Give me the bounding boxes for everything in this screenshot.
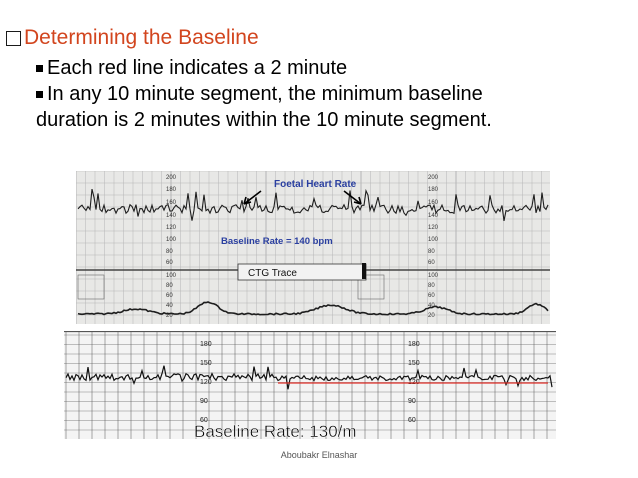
toco-scale-label: 100 [166, 273, 177, 279]
fhr-scale-right: 200 180 160 140 120 100 80 60 [428, 175, 439, 266]
toco-trace-line [77, 301, 549, 316]
fhr-scale-left: 200 180 160 140 120 100 80 60 [166, 175, 177, 266]
bullet-text-1: Each red line indicates a 2 minute [47, 57, 348, 79]
ctg-trace-image-top: 200 180 160 140 120 100 80 60 200 180 16… [76, 171, 550, 324]
bottom-scale-label: 90 [408, 398, 416, 405]
fhr-scale-label: 200 [428, 175, 439, 181]
bottom-scale-label: 180 [200, 341, 212, 348]
bottom-scale-label: 60 [408, 417, 416, 424]
slide-heading: Determining the Baseline [6, 26, 259, 50]
arrow-right-icon [343, 190, 362, 205]
bottom-scale-label: 60 [200, 417, 208, 424]
marker-bar [362, 263, 366, 279]
toco-scale-label: 60 [166, 293, 173, 299]
fhr-label: Foetal Heart Rate [274, 179, 357, 190]
fhr-scale-label: 80 [428, 249, 435, 255]
fhr-scale-label: 60 [166, 260, 173, 266]
toco-scale-right: 100 80 60 40 20 [428, 273, 439, 319]
bottom-scale-label: 150 [200, 360, 212, 367]
toco-scale-label: 80 [166, 283, 173, 289]
fhr-scale-label: 200 [166, 175, 177, 181]
toco-scale-label: 60 [428, 293, 435, 299]
toco-scale-label: 80 [428, 283, 435, 289]
bottom-scale-left: 180 150 120 90 60 [200, 341, 212, 424]
bullet-item-1: Each red line indicates a 2 minute [36, 56, 347, 80]
bullet-text-2-continued: duration is 2 minutes within the 10 minu… [36, 109, 492, 131]
bottom-scale-label: 180 [408, 341, 420, 348]
bullet-text-2: In any 10 minute segment, the minimum ba… [47, 83, 483, 105]
fhr-scale-label: 80 [166, 249, 173, 255]
square-bullet-icon [36, 65, 43, 72]
toco-scale-label: 20 [166, 313, 173, 319]
fhr-scale-label: 120 [428, 225, 439, 231]
square-bullet-icon [36, 91, 43, 98]
fhr-scale-label: 160 [166, 200, 177, 206]
slide-title: Determining the Baseline [24, 26, 259, 49]
toco-scale-label: 40 [166, 303, 173, 309]
toco-scale-label: 100 [428, 273, 439, 279]
ctg-trace-label: CTG Trace [248, 268, 297, 279]
fhr-scale-label: 100 [166, 237, 177, 243]
fhr-scale-label: 100 [428, 237, 439, 243]
fhr-scale-label: 180 [428, 187, 439, 193]
fhr-scale-label: 180 [166, 187, 177, 193]
bottom-scale-label: 120 [200, 379, 212, 386]
ctg-bottom-grid [64, 331, 556, 439]
fhr-scale-label: 60 [428, 260, 435, 266]
printed-legend-box [357, 274, 385, 300]
bullet-item-2: In any 10 minute segment, the minimum ba… [36, 82, 483, 106]
toco-scale-label: 20 [428, 313, 435, 319]
footer-author: Aboubakr Elnashar [280, 450, 358, 460]
printed-legend-box [77, 274, 105, 300]
fhr-scale-label: 160 [428, 200, 439, 206]
fhr-scale-label: 140 [428, 213, 439, 219]
toco-scale-label: 40 [428, 303, 435, 309]
toco-scale-left: 100 80 60 40 20 [166, 273, 177, 319]
bottom-scale-label: 150 [408, 360, 420, 367]
bottom-fhr-trace-line [65, 365, 553, 390]
fhr-scale-label: 120 [166, 225, 177, 231]
fhr-trace-line [77, 188, 549, 222]
bottom-scale-label: 90 [200, 398, 208, 405]
baseline-rate-label: Baseline Rate = 140 bpm [221, 236, 333, 247]
fhr-scale-label: 140 [166, 213, 177, 219]
bottom-baseline-rate-label: Baseline Rate: 130/m [194, 422, 357, 439]
arrow-left-icon [243, 190, 262, 205]
ctg-top-grid [76, 171, 550, 324]
checkbox-bullet-icon [6, 30, 21, 46]
ctg-trace-image-bottom: 180 150 120 90 60 180 150 120 90 60 Base… [64, 331, 556, 439]
